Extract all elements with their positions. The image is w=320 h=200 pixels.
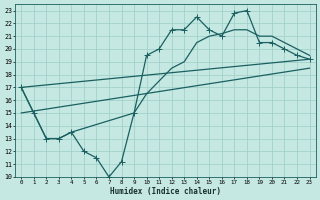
X-axis label: Humidex (Indice chaleur): Humidex (Indice chaleur) [110, 187, 221, 196]
